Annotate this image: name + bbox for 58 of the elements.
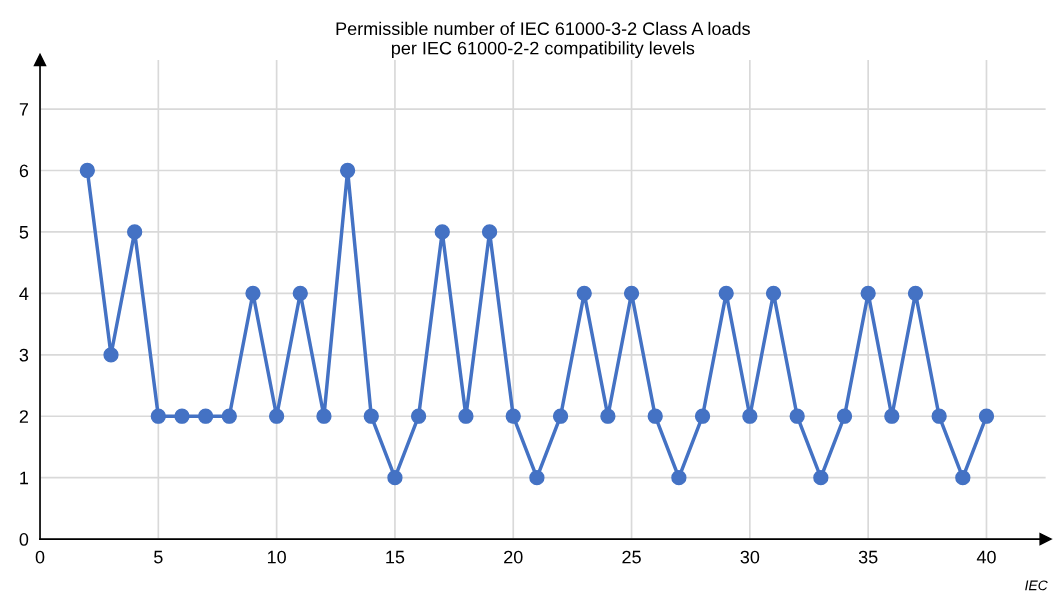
- point: [174, 408, 190, 424]
- y-tick-label: 5: [19, 226, 29, 239]
- point: [245, 285, 261, 301]
- point: [955, 470, 971, 486]
- point: [363, 408, 379, 424]
- point: [198, 408, 214, 424]
- point: [671, 470, 687, 486]
- point: [860, 285, 876, 301]
- point: [410, 408, 427, 424]
- y-tick-label: 2: [19, 410, 28, 423]
- point: [387, 470, 403, 486]
- chart-title: Permissible number of IEC 61000-3-2 Class A loads per IEC 61000-2-2 compatibility levels: [336, 21, 750, 59]
- point: [458, 408, 474, 424]
- y-tick-label: 1: [20, 471, 29, 485]
- point: [529, 470, 545, 486]
- point: [789, 408, 805, 424]
- point: [150, 408, 166, 424]
- x-tick-label: 40: [976, 550, 996, 564]
- x-tick-label: 10: [267, 550, 286, 564]
- x-tick-label: 35: [858, 550, 878, 564]
- point: [765, 285, 782, 301]
- point: [813, 470, 829, 486]
- point: [434, 224, 450, 240]
- point: [103, 347, 119, 363]
- point: [505, 408, 521, 424]
- point: [836, 408, 853, 424]
- point: [978, 408, 995, 424]
- x-tick-label: 25: [622, 550, 641, 564]
- y-tick-label: 7: [19, 103, 28, 116]
- point: [884, 408, 900, 424]
- point: [742, 408, 758, 424]
- y-tick-label: 4: [19, 287, 29, 300]
- x-tick-label: 0: [35, 550, 45, 564]
- point: [931, 408, 947, 424]
- x-tick-label: 20: [504, 550, 523, 564]
- point: [268, 408, 285, 424]
- point: [647, 408, 663, 424]
- point: [339, 162, 356, 179]
- point: [623, 285, 640, 301]
- point: [292, 285, 308, 301]
- point: [907, 285, 924, 301]
- point: [694, 408, 711, 424]
- point: [552, 408, 569, 424]
- point: [127, 224, 143, 240]
- y-tick-label: 3: [19, 348, 29, 362]
- x-tick-label: 5: [154, 550, 163, 564]
- point: [481, 224, 498, 240]
- point: [718, 285, 734, 301]
- text: IEC: [1025, 580, 1048, 591]
- point: [221, 408, 237, 424]
- x-tick-label: 15: [386, 550, 405, 564]
- y-tick-label: 6: [19, 164, 29, 178]
- point: [316, 408, 332, 424]
- y-tick-label: 0: [19, 533, 29, 546]
- point: [79, 162, 95, 179]
- point: [576, 285, 592, 301]
- x-tick-label: 30: [740, 550, 760, 564]
- point: [600, 408, 616, 424]
